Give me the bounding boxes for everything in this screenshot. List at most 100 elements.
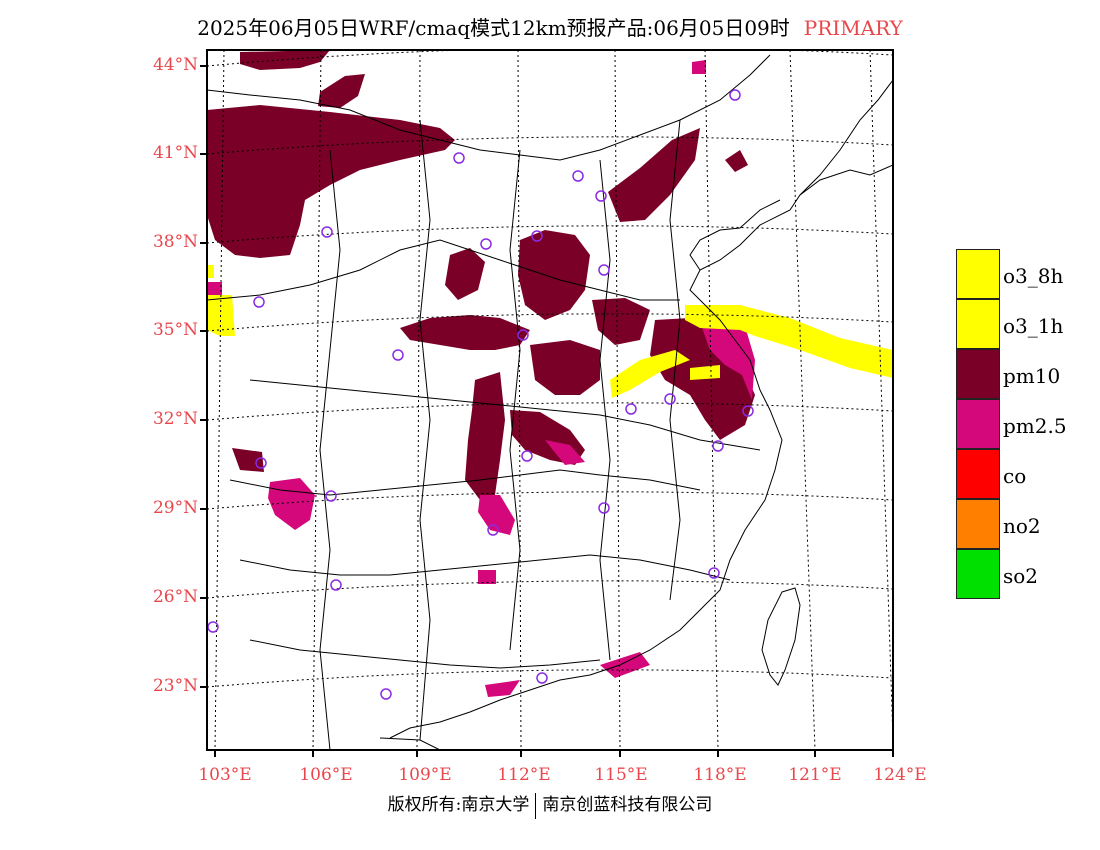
- pm10-area-north-strip: [240, 50, 330, 70]
- korea-border: [799, 164, 893, 196]
- legend-swatch-so2: [956, 549, 1000, 599]
- pm25-area-guangdong: [485, 680, 520, 697]
- station-marker: [392, 349, 404, 361]
- province-border-v1: [319, 149, 341, 750]
- pm25-area-north-patch: [692, 60, 706, 74]
- pm10-area-central-north: [518, 230, 590, 320]
- station-marker: [380, 688, 392, 700]
- station-marker: [531, 230, 543, 242]
- station-markers: [207, 89, 754, 700]
- grid-lat-23: [207, 669, 893, 688]
- province-border-1: [207, 239, 680, 301]
- pm25-area-hubei-2: [545, 440, 585, 465]
- lon-label: 121°E: [788, 765, 842, 785]
- pm10-area-northwest: [207, 105, 455, 258]
- lon-label: 109°E: [398, 765, 452, 785]
- lat-label: 41°N: [152, 143, 198, 163]
- pm10-area-henan: [400, 315, 530, 350]
- title-text: 2025年06月05日WRF/cmaq模式12km预报产品:06月05日09时: [197, 16, 790, 40]
- station-marker: [536, 672, 548, 684]
- legend-swatch-no2: [956, 499, 1000, 549]
- station-marker: [207, 621, 219, 633]
- pm10-area-south-1: [232, 448, 264, 472]
- province-border-3: [229, 469, 701, 496]
- map-title: 2025年06月05日WRF/cmaq模式12km预报产品:06月05日09时 P…: [0, 12, 1100, 41]
- legend-swatch-o3-1h: [956, 299, 1000, 349]
- lat-label: 32°N: [152, 409, 198, 429]
- station-marker: [708, 567, 720, 579]
- pm25-area-guizhou: [268, 478, 315, 530]
- station-marker: [321, 226, 333, 238]
- station-marker: [453, 152, 465, 164]
- lon-label: 103°E: [198, 765, 252, 785]
- coastline: [389, 79, 893, 739]
- pm25-area-jiangsu: [700, 322, 755, 400]
- lat-label: 29°N: [152, 498, 198, 518]
- legend-label: co: [1003, 464, 1027, 488]
- taiwan-outline: [761, 587, 801, 686]
- station-marker: [253, 296, 265, 308]
- legend-swatch-pm10: [956, 349, 1000, 399]
- grid-lon-109: [416, 50, 421, 750]
- graticule: [207, 50, 893, 750]
- o3-area-jiangsu: [690, 365, 720, 380]
- legend-swatch-pm25: [956, 399, 1000, 449]
- legend-label: pm10: [1003, 364, 1061, 388]
- footer-separator: [535, 792, 537, 819]
- legend-swatch-co: [956, 449, 1000, 499]
- lat-label: 35°N: [152, 320, 198, 340]
- grid-lon-118: [704, 50, 719, 750]
- station-marker: [330, 579, 342, 591]
- legend-label: o3_8h: [1003, 264, 1064, 288]
- station-marker: [595, 190, 607, 202]
- grid-lat-32: [207, 402, 893, 421]
- pm10-area-shandong-south: [592, 298, 650, 345]
- pm25-areas: [207, 60, 755, 697]
- frame-ticks: [200, 65, 894, 757]
- grid-lon-112: [517, 50, 522, 750]
- station-marker: [598, 502, 610, 514]
- pm25-area-guangdong-2: [600, 652, 650, 678]
- province-border-v2: [419, 119, 431, 741]
- legend-label: pm2.5: [1003, 414, 1067, 438]
- grid-lon-121: [789, 50, 816, 750]
- lat-label: 26°N: [152, 587, 198, 607]
- grid-lon-103: [214, 50, 225, 750]
- province-border-5: [249, 639, 601, 669]
- province-border-v5: [669, 119, 681, 601]
- lat-label: 23°N: [152, 676, 198, 696]
- grid-lon-124: [869, 50, 893, 741]
- bohai-coast: [689, 199, 781, 271]
- primary-label: PRIMARY: [803, 16, 903, 40]
- lat-label: 38°N: [152, 232, 198, 252]
- station-marker: [255, 457, 267, 469]
- o3-area-anhui: [610, 350, 690, 398]
- station-marker: [664, 393, 676, 405]
- pm25-area-guangxi: [478, 570, 496, 584]
- lon-label: 115°E: [594, 765, 648, 785]
- grid-lon-115: [614, 50, 621, 750]
- station-marker: [729, 89, 741, 101]
- legend-label: o3_1h: [1003, 314, 1064, 338]
- station-marker: [521, 450, 533, 462]
- lon-label: 106°E: [299, 765, 353, 785]
- map-content: [207, 50, 893, 750]
- legend-label: so2: [1003, 564, 1039, 588]
- boundary-lines: [207, 54, 893, 750]
- copyright-footer: 版权所有:南京大学 南京创蓝科技有限公司: [0, 790, 1100, 819]
- pm10-area-inner-mongolia: [318, 74, 365, 108]
- hainan-edge: [379, 737, 441, 750]
- pm10-area-anhui: [530, 340, 600, 395]
- lon-label: 124°E: [873, 765, 927, 785]
- copyright-right: 南京创蓝科技有限公司: [542, 795, 713, 815]
- station-marker: [598, 264, 610, 276]
- pm10-area-shanxi: [445, 248, 485, 300]
- station-marker: [480, 238, 492, 250]
- lon-label: 118°E: [693, 765, 747, 785]
- pm25-area-west: [207, 282, 222, 296]
- grid-lon-106: [312, 50, 322, 750]
- pm25-area-hunan: [478, 495, 515, 535]
- station-marker: [517, 329, 529, 341]
- province-border-4: [239, 554, 731, 581]
